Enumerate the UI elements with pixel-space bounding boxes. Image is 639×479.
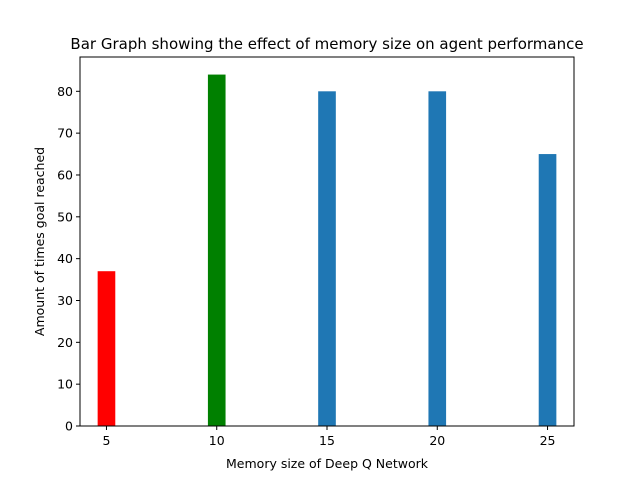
bar-15 — [318, 91, 336, 426]
y-axis-label: Amount of times goal reached — [32, 147, 47, 336]
x-tick-label-15: 15 — [319, 433, 335, 448]
y-tick-label-30: 30 — [57, 293, 73, 308]
y-tick-label-20: 20 — [57, 335, 73, 350]
y-axis-ticks: 0 10 20 30 40 50 60 70 80 — [57, 84, 80, 434]
bar-10 — [207, 74, 226, 427]
x-tick-label-10: 10 — [209, 433, 225, 448]
x-tick-label-20: 20 — [429, 433, 445, 448]
x-axis-label: Memory size of Deep Q Network — [226, 456, 429, 471]
y-tick-label-40: 40 — [57, 251, 73, 266]
x-tick-label-5: 5 — [102, 433, 110, 448]
y-tick-label-70: 70 — [57, 126, 73, 141]
y-tick-label-10: 10 — [57, 377, 73, 392]
bar-20 — [428, 91, 447, 426]
y-tick-label-0: 0 — [65, 419, 73, 434]
y-tick-label-80: 80 — [57, 84, 73, 99]
x-tick-label-25: 25 — [540, 433, 556, 448]
x-axis-ticks: 5 10 15 20 25 — [102, 426, 555, 448]
bar-25 — [538, 154, 557, 426]
bars-layer — [97, 74, 557, 427]
plot-frame — [79, 56, 575, 427]
chart-title: Bar Graph showing the effect of memory s… — [70, 35, 583, 53]
y-tick-label-50: 50 — [57, 209, 73, 224]
bar-5 — [97, 271, 116, 426]
y-tick-label-60: 60 — [57, 167, 73, 182]
